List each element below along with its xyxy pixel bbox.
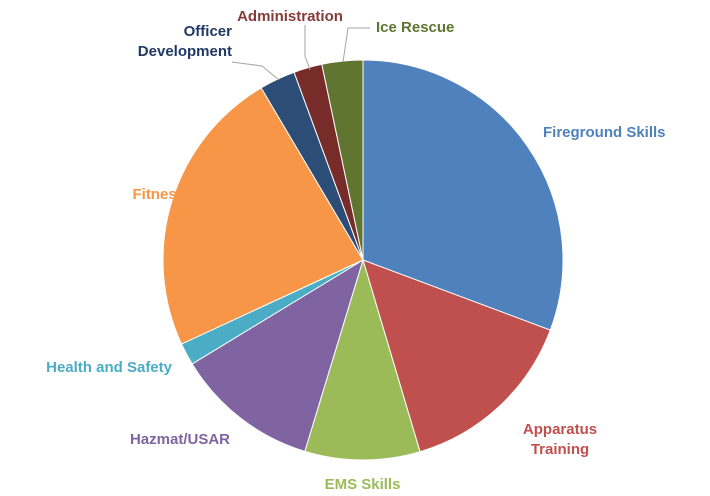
slice-label: Administration: [237, 8, 343, 25]
slice-label: Ice Rescue: [376, 19, 455, 36]
slice-label: Hazmat/USAR: [129, 431, 230, 448]
pie-slice: [162, 87, 364, 345]
slices: [162, 59, 564, 461]
pie-slice: [321, 59, 364, 261]
leader-line: [231, 61, 280, 81]
leader-line: [304, 25, 311, 71]
slice-label: Health and Safety: [46, 359, 172, 376]
leader-lines: [231, 25, 370, 81]
pie-slice: [362, 259, 551, 453]
slice-label: EMS Skills: [324, 476, 401, 493]
slice-label: Fitness: [132, 186, 185, 203]
slice-label: Officer Development: [137, 23, 232, 60]
slice-label: Apparatus Training: [522, 421, 598, 458]
slice-label: Fireground Skills: [543, 124, 666, 141]
leader-line: [342, 27, 370, 63]
pie-slice: [362, 59, 564, 331]
pie-slice: [304, 258, 421, 461]
pie-slice: [191, 258, 364, 452]
